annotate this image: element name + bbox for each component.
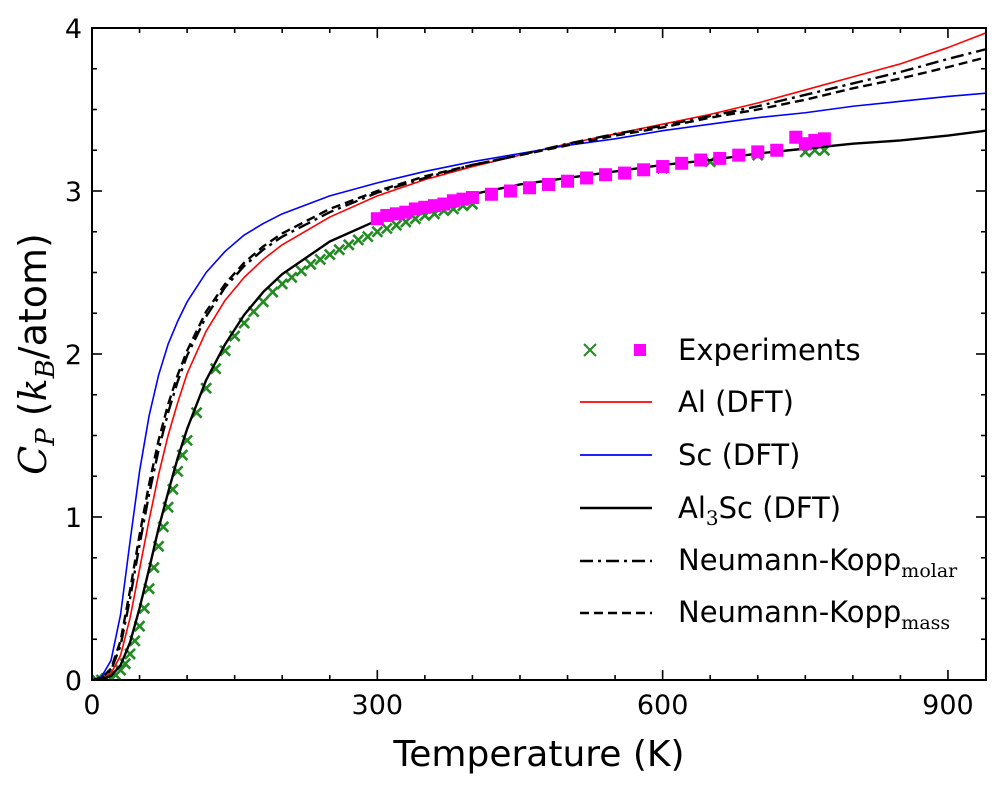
experiment-cross-point [285,271,298,284]
series-line-neumann-kopp-mass [92,56,986,680]
experiment-cross-point [266,286,279,298]
series-line-neumann-kopp-molar [92,48,986,680]
experiment-cross-point [276,277,289,290]
experiment-cross-point [361,230,374,243]
experiment-cross-point [352,233,365,246]
experiment-cross-point [209,362,222,375]
x-axis-label: Temperature (K) [392,734,684,775]
legend-marker-cross [583,343,597,357]
legend-label-experiments: Experiments [678,333,861,367]
data-layer [92,32,986,680]
legend: Experiments Al (DFT) Sc (DFT) Al3Sc (DFT… [580,333,958,634]
experiments-squares [370,130,831,226]
experiment-cross-point [304,258,317,271]
legend-label-nk-mass: Neumann-Koppmass [678,595,950,634]
experiment-cross-point [257,295,270,308]
legend-label-al3sc: Al3Sc (DFT) [678,491,841,530]
experiment-square-point [732,148,746,162]
legend-entry-nk-mass: Neumann-Koppmass [580,595,950,634]
experiment-cross-point [333,243,346,256]
ticks-layer: 0 300 600 900 0 1 2 3 4 [65,14,986,721]
legend-marker-square [634,344,646,356]
y-tick-label: 3 [65,177,82,208]
y-tick-label: 2 [65,340,82,371]
y-axis-label: CP (kB/atom) [11,233,61,475]
y-tick-label: 1 [65,503,82,534]
experiment-square-point [465,191,479,205]
legend-entry-experiments: Experiments [583,333,861,367]
series-line-al-dft [92,32,986,680]
experiment-cross-point [295,264,308,277]
y-tick-label: 4 [65,14,82,45]
legend-label-sc: Sc (DFT) [678,438,800,472]
x-tick-label: 900 [922,690,974,721]
experiment-square-point [694,153,708,167]
experiment-square-point [484,187,498,201]
experiment-square-point [561,174,575,188]
legend-label-nk-molar: Neumann-Koppmolar [678,543,958,582]
experiment-cross-point [314,253,327,266]
experiment-square-point [637,163,651,177]
legend-entry-nk-molar: Neumann-Koppmolar [580,543,958,582]
experiment-square-point [770,143,784,157]
experiment-square-point [522,181,536,195]
y-tick-label: 0 [65,666,82,697]
experiment-cross-point [219,344,232,357]
experiment-square-point [817,132,831,146]
experiment-square-point [580,171,594,185]
legend-label-al: Al (DFT) [678,385,794,419]
series-line-sc-dft [92,92,986,680]
legend-entry-al3sc: Al3Sc (DFT) [580,491,841,530]
x-tick-label: 600 [637,690,689,721]
experiment-cross-point [342,238,355,251]
experiment-square-point [713,151,727,165]
x-tick-label: 300 [352,690,404,721]
experiment-square-point [675,156,689,170]
legend-entry-al: Al (DFT) [580,385,794,419]
experiment-square-point [542,177,556,191]
experiment-cross-point [371,225,384,238]
experiments-crosses [92,144,831,680]
experiment-square-point [599,168,613,182]
experiment-square-point [656,160,670,174]
experiment-cross-point [323,248,336,261]
experiment-square-point [618,166,632,180]
experiment-square-point [751,145,765,159]
x-tick-label: 0 [83,690,100,721]
legend-entry-sc: Sc (DFT) [580,438,800,472]
experiment-square-point [503,184,517,198]
